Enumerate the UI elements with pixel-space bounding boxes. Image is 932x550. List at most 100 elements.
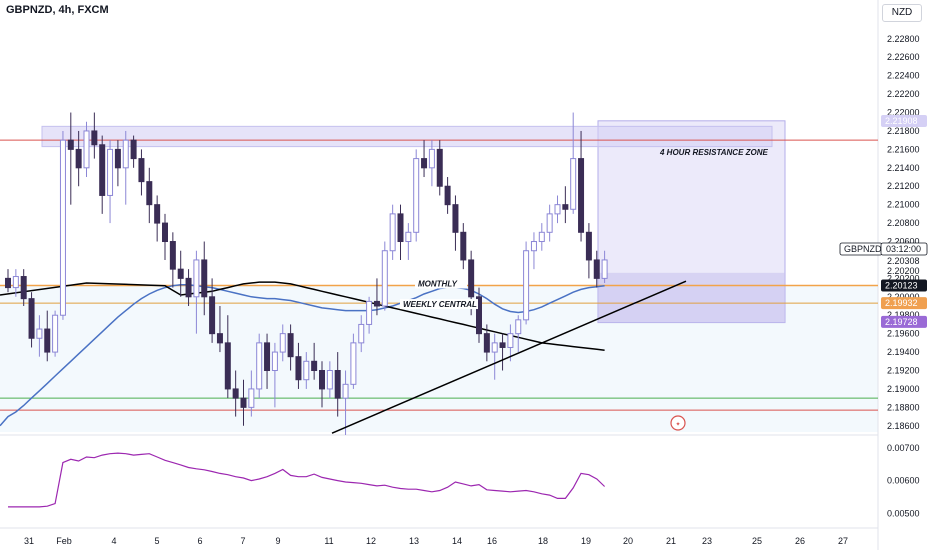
candle-body [52,314,59,353]
weekly-label-bg [400,299,478,310]
zone-bottom-tag: 2.19728 [885,317,918,327]
right-zone-lower-band [598,272,785,323]
candle-body [279,333,286,353]
candle-body [83,130,90,169]
candle-body [460,231,467,261]
indicator-y-tick: 0.00700 [887,443,920,453]
candle-body [373,300,380,307]
candle-body [593,259,600,279]
candle-body [107,148,114,196]
candle-body [91,130,98,146]
candle-body [248,388,255,408]
candle-body [44,328,51,353]
y-tick-label: 2.19600 [887,329,920,339]
candle-body [177,268,184,279]
countdown-tag: 03:12:00 [886,244,921,254]
x-tick-label: 4 [111,536,116,546]
candle-body [201,259,208,298]
y-tick-label: 2.18800 [887,402,920,412]
candle-body [28,298,35,339]
candle-body [193,259,200,298]
moving-average-blue [0,284,605,427]
candle-body [319,370,325,390]
candle-body [452,204,459,233]
zone-bottom-tag-bg [881,315,927,328]
candle-body [122,139,129,169]
countdown-tag-bg [880,242,928,256]
y-tick-label: 2.22000 [887,108,920,118]
candle-body [468,259,475,298]
candle-body [326,370,333,390]
candle-body [523,250,530,321]
price-label: 2.20308 [887,256,920,266]
indicator-line [8,452,606,508]
candle-body [585,231,592,261]
candle-body [381,250,388,307]
candle-body [154,204,161,224]
candle-body [546,213,553,233]
candle-body [366,300,373,325]
y-tick-label: 2.19800 [887,310,920,320]
y-tick-label: 2.20000 [887,292,920,302]
candle-body [515,319,522,335]
y-tick-label: 2.22800 [887,34,920,44]
candle-body [334,370,341,399]
candle-body [287,333,294,358]
candle-body [99,144,106,196]
y-tick-label: 2.21000 [887,200,920,210]
candle-body [295,356,302,381]
x-tick-label: Feb [56,536,72,546]
y-tick-label: 2.18600 [887,421,920,431]
candle-body [12,276,19,289]
candle-body [232,388,239,399]
candle-body [397,213,404,243]
x-tick-label: 5 [154,536,159,546]
y-tick-label: 2.19200 [887,366,920,376]
indicator-y-tick: 0.00600 [887,476,920,486]
candle-body [185,277,192,298]
event-marker-glyph: ✦ [675,421,680,428]
candle-body [303,360,310,381]
candle-body [209,296,216,335]
candle-body [444,185,451,206]
candle-body [601,259,608,279]
candle-body [59,139,66,316]
y-tick-label: 2.21200 [887,181,920,191]
moving-average-black [0,281,605,351]
candle-body [405,231,412,243]
currency-button[interactable]: NZD [882,4,922,22]
x-tick-label: 6 [197,536,202,546]
candle-body [224,342,231,390]
candle-body [271,351,278,372]
last-price-tag: 2.20123 [885,280,918,290]
candle-body [436,148,443,187]
candle-body [5,277,11,289]
x-tick-label: 12 [366,536,376,546]
x-tick-label: 23 [702,536,712,546]
y-tick-label: 2.20200 [887,273,920,283]
candle-body [311,360,318,372]
candle-body [507,333,514,348]
candle-body [389,213,396,252]
candle-body [342,383,349,399]
x-tick-label: 21 [666,536,676,546]
x-tick-label: 31 [24,536,34,546]
y-tick-label: 2.19000 [887,384,920,394]
candle-body [256,342,263,390]
annotation-monthly: MONTHLY [418,279,458,288]
candle-body [20,276,27,300]
candle-body [491,342,498,353]
candle-body [562,204,569,210]
candle-body [538,231,545,243]
x-tick-label: 19 [581,536,591,546]
x-tick-label: 27 [838,536,848,546]
y-tick-label: 2.21600 [887,144,920,154]
candle-body [530,241,537,252]
y-tick-label: 2.22400 [887,71,920,81]
candle-body [358,323,365,344]
chart-title: GBPNZD, 4h, FXCM [6,4,109,16]
y-tick-label: 2.20600 [887,237,920,247]
x-tick-label: 25 [752,536,762,546]
indicator-y-tick: 0.00500 [887,508,920,518]
